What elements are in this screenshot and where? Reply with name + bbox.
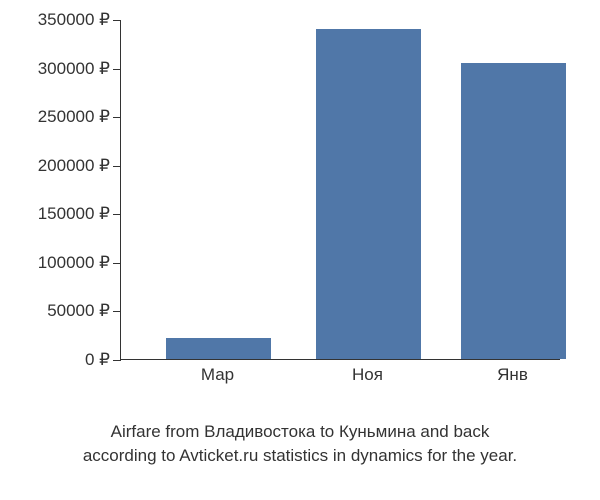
x-axis-label: Янв (497, 365, 528, 385)
bar-Ноя (316, 29, 421, 359)
y-axis-label: 200000 ₽ (38, 156, 110, 176)
y-axis-tick (113, 20, 121, 21)
y-axis-label: 150000 ₽ (38, 204, 110, 224)
caption-line-2: according to Avticket.ru statistics in d… (83, 446, 517, 465)
y-axis-tick (113, 69, 121, 70)
chart-container: 0 ₽50000 ₽100000 ₽150000 ₽200000 ₽250000… (120, 20, 560, 380)
y-axis-label: 300000 ₽ (38, 59, 110, 79)
y-axis-tick (113, 263, 121, 264)
plot-area (120, 20, 560, 360)
y-axis-tick (113, 166, 121, 167)
bar-Янв (461, 63, 566, 359)
y-axis-tick (113, 214, 121, 215)
bar-Мар (166, 338, 271, 359)
y-axis-label: 50000 ₽ (47, 301, 110, 321)
y-axis-label: 0 ₽ (85, 350, 110, 370)
y-axis-label: 250000 ₽ (38, 107, 110, 127)
caption-line-1: Airfare from Владивостока to Куньмина an… (111, 422, 490, 441)
y-axis-tick (113, 360, 121, 361)
x-axis-label: Мар (201, 365, 234, 385)
y-axis-label: 100000 ₽ (38, 253, 110, 273)
y-axis-tick (113, 311, 121, 312)
x-axis-label: Ноя (352, 365, 383, 385)
chart-caption: Airfare from Владивостока to Куньмина an… (0, 420, 600, 468)
y-axis-label: 350000 ₽ (38, 10, 110, 30)
y-axis-tick (113, 117, 121, 118)
